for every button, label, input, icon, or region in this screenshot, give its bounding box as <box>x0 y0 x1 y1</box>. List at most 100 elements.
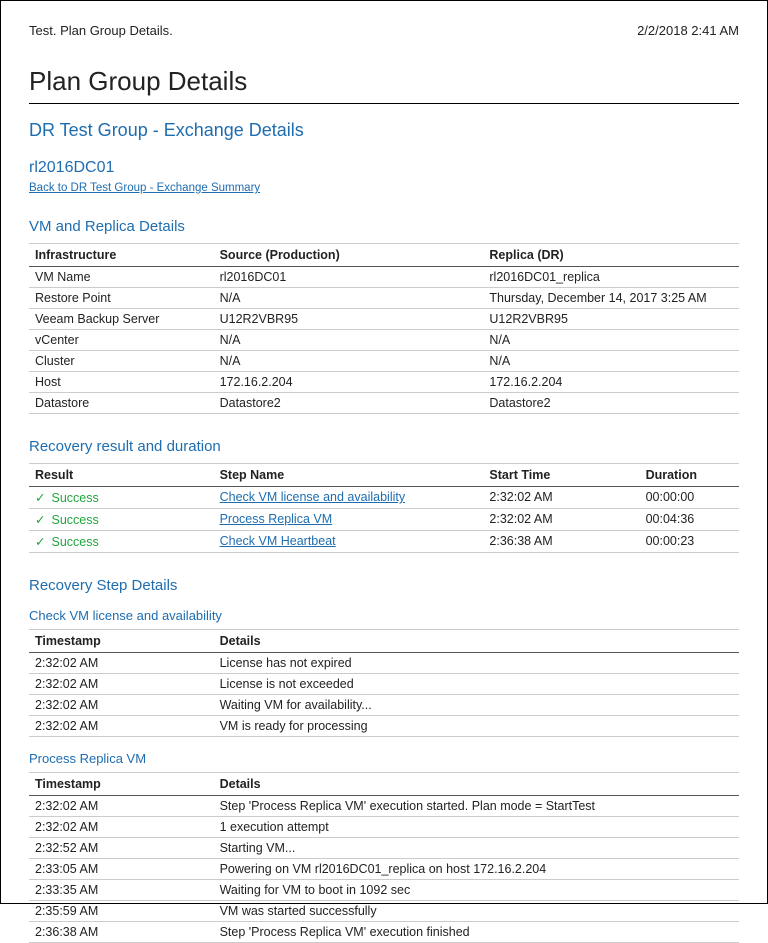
cell-infra: vCenter <box>29 330 214 351</box>
cell-details: 1 execution attempt <box>214 817 739 838</box>
cell-replica: 172.16.2.204 <box>483 372 739 393</box>
table-row: VM Namerl2016DC01rl2016DC01_replica <box>29 267 739 288</box>
col-start: Start Time <box>483 464 639 487</box>
step-details-table: TimestampDetails2:32:02 AMStep 'Process … <box>29 772 739 943</box>
table-row: ✓SuccessCheck VM license and availabilit… <box>29 487 739 509</box>
step-subsection-title: Check VM license and availability <box>29 608 739 623</box>
col-details: Details <box>214 773 739 796</box>
cell-replica: U12R2VBR95 <box>483 309 739 330</box>
cell-infra: Datastore <box>29 393 214 414</box>
cell-timestamp: 2:32:52 AM <box>29 838 214 859</box>
cell-timestamp: 2:32:02 AM <box>29 695 214 716</box>
table-row: 2:33:35 AMWaiting for VM to boot in 1092… <box>29 880 739 901</box>
cell-step: Check VM Heartbeat <box>214 531 484 553</box>
table-row: 2:32:02 AMWaiting VM for availability... <box>29 695 739 716</box>
step-link[interactable]: Check VM Heartbeat <box>220 534 336 548</box>
cell-timestamp: 2:36:38 AM <box>29 922 214 943</box>
cell-timestamp: 2:32:02 AM <box>29 653 214 674</box>
cell-start: 2:32:02 AM <box>483 487 639 509</box>
step-details-table: TimestampDetails2:32:02 AMLicense has no… <box>29 629 739 737</box>
col-details: Details <box>214 630 739 653</box>
cell-duration: 00:04:36 <box>640 509 739 531</box>
table-row: 2:32:02 AMLicense has not expired <box>29 653 739 674</box>
cell-details: Powering on VM rl2016DC01_replica on hos… <box>214 859 739 880</box>
cell-start: 2:32:02 AM <box>483 509 639 531</box>
cell-details: License has not expired <box>214 653 739 674</box>
cell-infra: Host <box>29 372 214 393</box>
cell-timestamp: 2:32:02 AM <box>29 796 214 817</box>
vm-details-table: Infrastructure Source (Production) Repli… <box>29 243 739 414</box>
table-row: 2:32:02 AM1 execution attempt <box>29 817 739 838</box>
cell-timestamp: 2:32:02 AM <box>29 817 214 838</box>
table-row: 2:36:38 AMStep 'Process Replica VM' exec… <box>29 922 739 943</box>
recovery-steps-container: Check VM license and availability Timesta… <box>29 608 739 943</box>
back-link[interactable]: Back to DR Test Group - Exchange Summary <box>29 182 260 194</box>
table-row: 2:32:02 AMStep 'Process Replica VM' exec… <box>29 796 739 817</box>
check-icon: ✓ <box>35 491 45 505</box>
cell-details: Waiting VM for availability... <box>214 695 739 716</box>
table-row: Veeam Backup ServerU12R2VBR95U12R2VBR95 <box>29 309 739 330</box>
cell-details: Starting VM... <box>214 838 739 859</box>
cell-start: 2:36:38 AM <box>483 531 639 553</box>
cell-source: 172.16.2.204 <box>214 372 484 393</box>
cell-infra: Restore Point <box>29 288 214 309</box>
col-infra: Infrastructure <box>29 244 214 267</box>
recovery-result-table: Result Step Name Start Time Duration ✓Su… <box>29 463 739 553</box>
cell-details: VM is ready for processing <box>214 716 739 737</box>
col-timestamp: Timestamp <box>29 773 214 796</box>
cell-duration: 00:00:00 <box>640 487 739 509</box>
cell-source: Datastore2 <box>214 393 484 414</box>
check-icon: ✓ <box>35 535 45 549</box>
cell-details: Step 'Process Replica VM' execution fini… <box>214 922 739 943</box>
col-source: Source (Production) <box>214 244 484 267</box>
cell-replica: N/A <box>483 351 739 372</box>
recovery-steps-title: Recovery Step Details <box>29 577 739 594</box>
header-left: Test. Plan Group Details. <box>29 23 173 38</box>
table-row: Host172.16.2.204172.16.2.204 <box>29 372 739 393</box>
cell-replica: N/A <box>483 330 739 351</box>
cell-duration: 00:00:23 <box>640 531 739 553</box>
cell-timestamp: 2:32:02 AM <box>29 674 214 695</box>
step-link[interactable]: Check VM license and availability <box>220 490 406 504</box>
col-result: Result <box>29 464 214 487</box>
table-row: vCenterN/AN/A <box>29 330 739 351</box>
cell-step: Check VM license and availability <box>214 487 484 509</box>
table-row: 2:32:02 AMLicense is not exceeded <box>29 674 739 695</box>
header-right: 2/2/2018 2:41 AM <box>637 23 739 38</box>
cell-source: rl2016DC01 <box>214 267 484 288</box>
col-duration: Duration <box>640 464 739 487</box>
report-page: Test. Plan Group Details. 2/2/2018 2:41 … <box>0 0 768 904</box>
table-row: Restore PointN/AThursday, December 14, 2… <box>29 288 739 309</box>
check-icon: ✓ <box>35 513 45 527</box>
cell-infra: VM Name <box>29 267 214 288</box>
cell-timestamp: 2:32:02 AM <box>29 716 214 737</box>
cell-source: U12R2VBR95 <box>214 309 484 330</box>
table-row: DatastoreDatastore2Datastore2 <box>29 393 739 414</box>
table-row: ✓Success Process Replica VM 2:32:02 AM00:0… <box>29 509 739 531</box>
cell-infra: Veeam Backup Server <box>29 309 214 330</box>
cell-result: ✓Success <box>29 509 214 531</box>
group-title: DR Test Group - Exchange Details <box>29 120 739 141</box>
table-row: 2:33:05 AMPowering on VM rl2016DC01_repl… <box>29 859 739 880</box>
vm-details-title: VM and Replica Details <box>29 218 739 235</box>
table-row: 2:32:02 AMVM is ready for processing <box>29 716 739 737</box>
table-row: ClusterN/AN/A <box>29 351 739 372</box>
cell-replica: Thursday, December 14, 2017 3:25 AM <box>483 288 739 309</box>
col-replica: Replica (DR) <box>483 244 739 267</box>
step-link[interactable]: Process Replica VM <box>220 512 333 526</box>
cell-source: N/A <box>214 288 484 309</box>
cell-timestamp: 2:33:05 AM <box>29 859 214 880</box>
recovery-result-title: Recovery result and duration <box>29 438 739 455</box>
cell-replica: Datastore2 <box>483 393 739 414</box>
page-header: Test. Plan Group Details. 2/2/2018 2:41 … <box>29 23 739 38</box>
cell-source: N/A <box>214 351 484 372</box>
page-title: Plan Group Details <box>29 66 739 104</box>
table-row: 2:32:52 AMStarting VM... <box>29 838 739 859</box>
cell-details: License is not exceeded <box>214 674 739 695</box>
vm-heading: rl2016DC01 <box>29 159 739 177</box>
cell-source: N/A <box>214 330 484 351</box>
cell-details: Step 'Process Replica VM' execution star… <box>214 796 739 817</box>
cell-details: Waiting for VM to boot in 1092 sec <box>214 880 739 901</box>
cell-replica: rl2016DC01_replica <box>483 267 739 288</box>
table-row: ✓SuccessCheck VM Heartbeat2:36:38 AM00:0… <box>29 531 739 553</box>
